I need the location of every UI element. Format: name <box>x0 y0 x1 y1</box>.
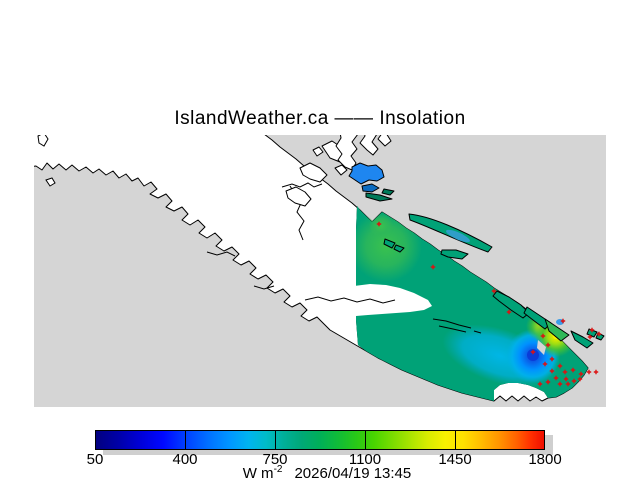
weather-station-marker <box>549 368 555 374</box>
weather-station-marker <box>553 375 559 381</box>
colorbar-tick-line <box>365 430 366 450</box>
timestamp-label: 2026/04/19 13:45 <box>294 465 412 482</box>
weather-station-marker <box>545 379 551 385</box>
weather-station-marker <box>565 381 571 387</box>
weather-station-marker <box>557 363 563 369</box>
colorbar-tick-line <box>275 430 276 450</box>
weather-station-marker <box>545 342 551 348</box>
weather-station-marker <box>557 381 563 387</box>
mainland-coast-fragments <box>335 135 392 171</box>
weather-station-marker <box>571 378 577 384</box>
weather-station-marker <box>542 361 548 367</box>
weather-station-marker <box>578 371 584 377</box>
colorbar-tick-label: 1100 <box>348 451 382 468</box>
offshore-islets <box>37 135 56 187</box>
gulf-islands <box>492 290 605 349</box>
page-title: IslandWeather.ca —— Insolation <box>174 108 466 129</box>
insolation-data-region <box>356 206 588 401</box>
colorbar <box>95 430 545 450</box>
weather-station-marker <box>570 367 576 373</box>
weather-station-marker <box>587 334 593 340</box>
weather-station-marker <box>506 309 512 315</box>
colorbar-tick-label: 400 <box>172 451 198 468</box>
station-markers <box>376 221 602 387</box>
strait-islands <box>348 162 493 260</box>
weather-station-marker <box>586 369 592 375</box>
weather-station-marker <box>589 327 595 333</box>
weather-station-marker <box>530 349 536 355</box>
weather-station-marker <box>430 264 436 270</box>
alberni-nodata-wedge <box>304 284 432 316</box>
weather-station-marker <box>560 318 566 324</box>
colorbar-tick-line <box>185 430 186 450</box>
weather-station-marker <box>593 369 599 375</box>
colorbar-tick-label: 50 <box>86 451 104 468</box>
powell-river-blue-island <box>348 162 385 185</box>
colorbar-tick-label: 1450 <box>438 451 472 468</box>
weather-station-marker <box>540 333 546 339</box>
unit-exponent: -2 <box>273 464 283 475</box>
saanich-inlet <box>537 340 546 355</box>
colorbar-tick-label: 750 <box>262 451 288 468</box>
colorbar-unit-line: W m-2 2026/04/19 13:45 <box>0 464 640 482</box>
weather-station-marker <box>562 369 568 375</box>
lasqueti-island <box>440 249 469 260</box>
weather-station-marker <box>376 221 382 227</box>
colorbar-tick-label: 1800 <box>528 451 562 468</box>
colorbar-tick-line <box>455 430 456 450</box>
weather-station-marker <box>577 376 583 382</box>
weather-station-marker <box>563 376 569 382</box>
weather-station-marker <box>537 381 543 387</box>
weather-station-marker <box>549 356 555 362</box>
weather-station-marker <box>491 288 497 294</box>
weather-station-marker <box>596 331 602 337</box>
unit-label: W m <box>242 465 274 482</box>
